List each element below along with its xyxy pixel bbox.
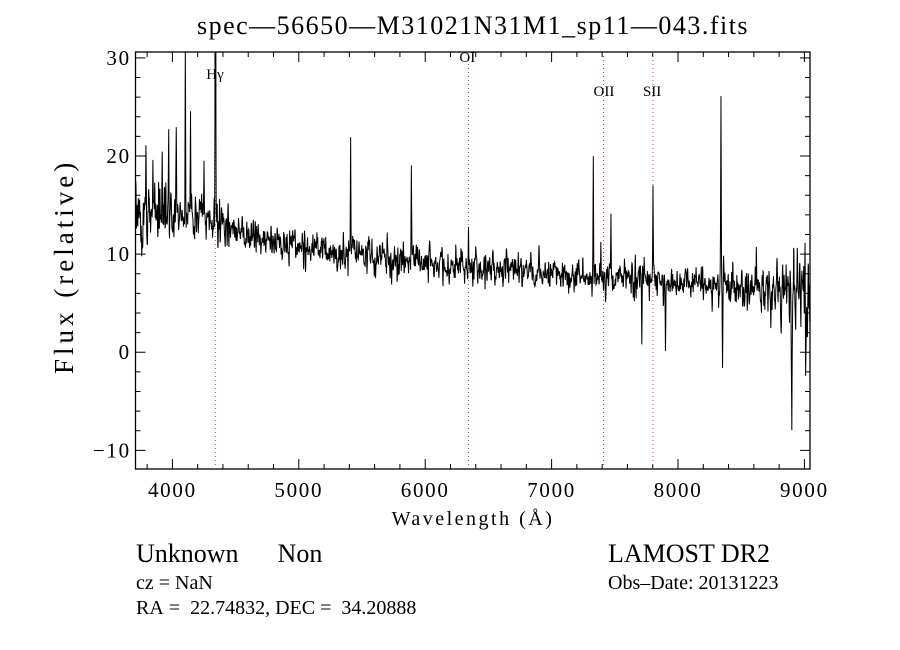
svg-text:5000: 5000 xyxy=(274,478,323,502)
svg-text:30: 30 xyxy=(106,46,130,70)
svg-text:7000: 7000 xyxy=(527,478,576,502)
svg-text:4000: 4000 xyxy=(148,478,197,502)
svg-text:−10: −10 xyxy=(93,438,131,462)
svg-text:OI: OI xyxy=(459,50,475,66)
svg-text:OII: OII xyxy=(594,84,615,100)
svg-text:10: 10 xyxy=(106,242,130,266)
svg-text:0: 0 xyxy=(119,340,131,364)
svg-text:9000: 9000 xyxy=(780,478,829,502)
svg-text:20: 20 xyxy=(106,144,130,168)
svg-text:SII: SII xyxy=(643,84,661,100)
svg-text:8000: 8000 xyxy=(654,478,703,502)
svg-text:6000: 6000 xyxy=(401,478,450,502)
